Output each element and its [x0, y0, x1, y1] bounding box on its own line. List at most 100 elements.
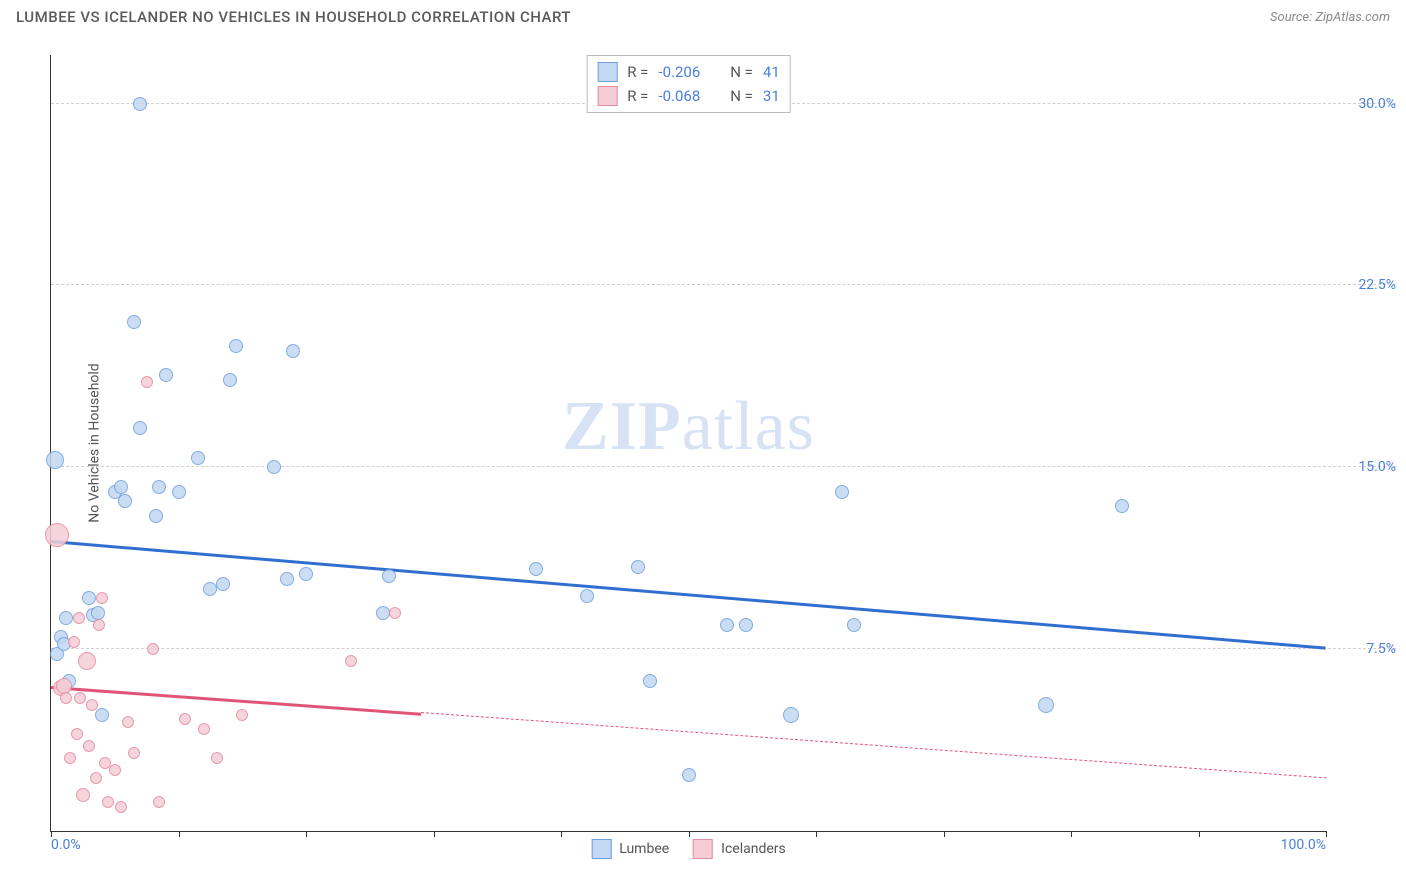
- x-tick: [816, 831, 817, 837]
- x-tick: [434, 831, 435, 837]
- data-point: [45, 523, 69, 547]
- data-point: [280, 572, 294, 586]
- legend-row: R = -0.068N = 31: [597, 84, 780, 108]
- data-point: [389, 607, 401, 619]
- data-point: [109, 764, 121, 776]
- n-value: 31: [763, 87, 780, 105]
- legend-swatch: [597, 62, 617, 82]
- scatter-chart: No Vehicles in Household ZIPatlas R = -0…: [50, 55, 1326, 832]
- x-tick-label: 100.0%: [1281, 837, 1326, 853]
- legend-item: Lumbee: [591, 839, 669, 859]
- correlation-legend: R = -0.206N = 41R = -0.068N = 31: [586, 55, 791, 113]
- data-point: [1038, 697, 1054, 713]
- data-point: [631, 560, 645, 574]
- legend-label: Lumbee: [619, 841, 669, 857]
- data-point: [720, 618, 734, 632]
- x-tick: [1326, 831, 1327, 837]
- data-point: [382, 569, 396, 583]
- legend-swatch: [693, 839, 713, 859]
- x-tick: [306, 831, 307, 837]
- data-point: [46, 451, 64, 469]
- watermark: ZIPatlas: [562, 387, 815, 467]
- data-point: [96, 592, 108, 604]
- series-legend: Lumbee Icelanders: [591, 839, 786, 859]
- legend-swatch: [591, 839, 611, 859]
- data-point: [102, 796, 114, 808]
- data-point: [783, 707, 799, 723]
- y-tick-label: 22.5%: [1336, 277, 1396, 293]
- data-point: [78, 652, 96, 670]
- data-point: [835, 485, 849, 499]
- data-point: [76, 788, 90, 802]
- data-point: [122, 716, 134, 728]
- y-tick-label: 30.0%: [1336, 96, 1396, 112]
- gridline: [51, 466, 1396, 467]
- y-tick-label: 7.5%: [1336, 641, 1396, 657]
- data-point: [73, 612, 85, 624]
- gridline: [51, 648, 1396, 649]
- data-point: [211, 752, 223, 764]
- data-point: [198, 723, 210, 735]
- chart-title: LUMBEE VS ICELANDER NO VEHICLES IN HOUSE…: [16, 8, 571, 26]
- data-point: [74, 692, 86, 704]
- data-point: [682, 768, 696, 782]
- data-point: [64, 752, 76, 764]
- legend-item: Icelanders: [693, 839, 786, 859]
- data-point: [71, 728, 83, 740]
- legend-row: R = -0.206N = 41: [597, 60, 780, 84]
- n-label: N =: [730, 87, 753, 105]
- data-point: [82, 591, 96, 605]
- data-point: [115, 801, 127, 813]
- data-point: [152, 480, 166, 494]
- data-point: [236, 709, 248, 721]
- y-tick-label: 15.0%: [1336, 459, 1396, 475]
- data-point: [118, 494, 132, 508]
- data-point: [90, 772, 102, 784]
- data-point: [191, 451, 205, 465]
- data-point: [229, 339, 243, 353]
- x-tick: [689, 831, 690, 837]
- data-point: [93, 619, 105, 631]
- data-point: [147, 643, 159, 655]
- data-point: [60, 692, 72, 704]
- data-point: [83, 740, 95, 752]
- data-point: [128, 747, 140, 759]
- data-point: [179, 713, 191, 725]
- x-tick-label: 0.0%: [51, 837, 81, 853]
- data-point: [114, 480, 128, 494]
- data-point: [86, 699, 98, 711]
- r-label: R =: [627, 87, 648, 105]
- data-point: [133, 421, 147, 435]
- data-point: [1115, 499, 1129, 513]
- data-point: [149, 509, 163, 523]
- data-point: [223, 373, 237, 387]
- data-point: [286, 344, 300, 358]
- data-point: [95, 708, 109, 722]
- data-point: [376, 606, 390, 620]
- x-tick: [561, 831, 562, 837]
- x-tick: [1071, 831, 1072, 837]
- legend-label: Icelanders: [721, 841, 786, 857]
- data-point: [159, 368, 173, 382]
- data-point: [847, 618, 861, 632]
- data-point: [529, 562, 543, 576]
- x-tick: [179, 831, 180, 837]
- data-point: [59, 611, 73, 625]
- data-point: [133, 97, 147, 111]
- r-label: R =: [627, 63, 648, 81]
- trend-line: [51, 540, 1326, 650]
- trend-line: [421, 712, 1326, 778]
- data-point: [127, 315, 141, 329]
- x-tick: [944, 831, 945, 837]
- x-tick: [1199, 831, 1200, 837]
- data-point: [739, 618, 753, 632]
- data-point: [153, 796, 165, 808]
- data-point: [643, 674, 657, 688]
- n-value: 41: [763, 63, 780, 81]
- data-point: [267, 460, 281, 474]
- chart-source: Source: ZipAtlas.com: [1270, 10, 1390, 25]
- y-axis-label: No Vehicles in Household: [87, 363, 103, 522]
- n-label: N =: [730, 63, 753, 81]
- data-point: [345, 655, 357, 667]
- data-point: [580, 589, 594, 603]
